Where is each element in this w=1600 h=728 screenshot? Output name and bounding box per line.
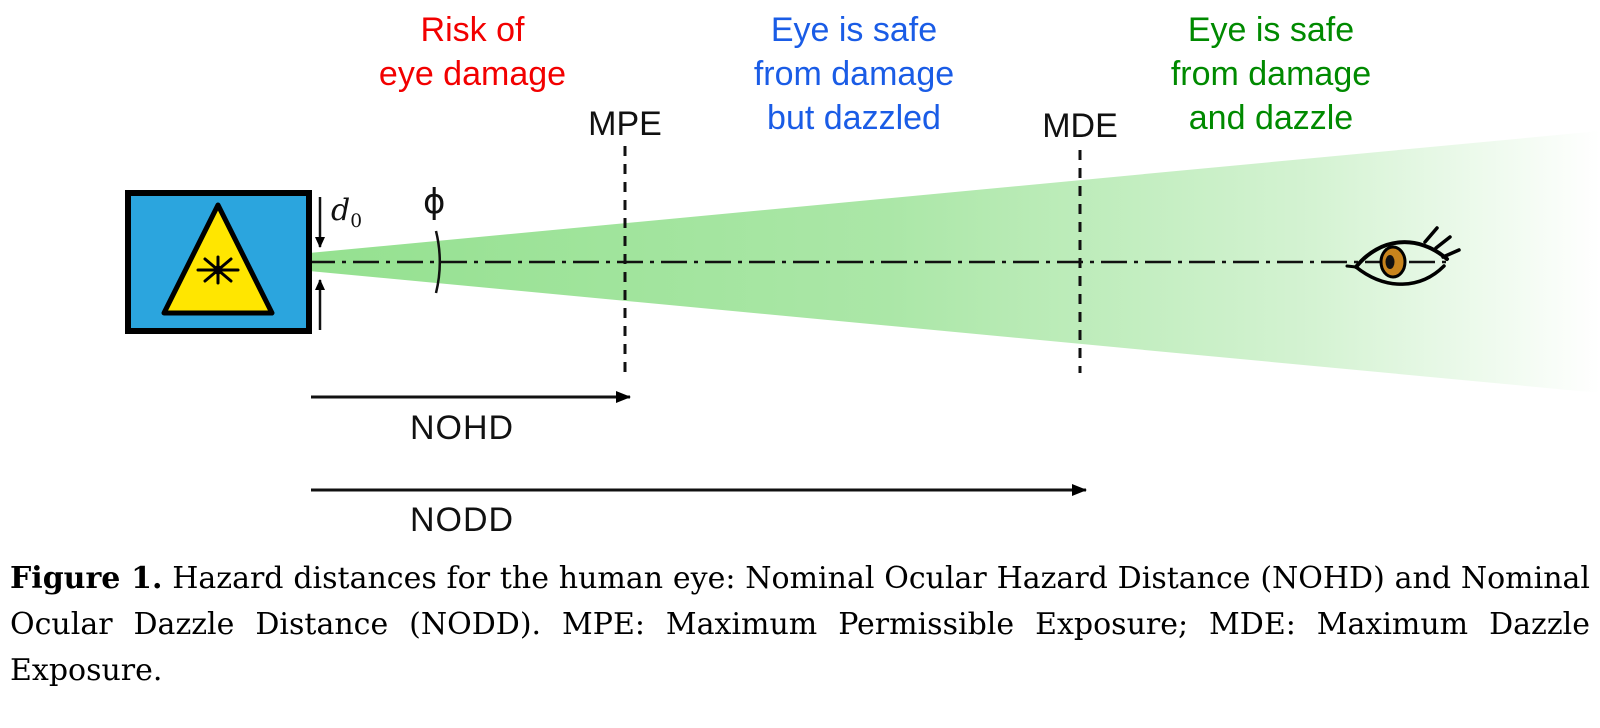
nohd-label: NOHD bbox=[410, 409, 515, 447]
figure-caption-text: Hazard distances for the human eye: Nomi… bbox=[10, 561, 1590, 688]
laser-starburst-icon bbox=[196, 255, 240, 285]
aperture-subscript: 0 bbox=[350, 211, 363, 232]
mde-label: MDE bbox=[1042, 107, 1118, 145]
divergence-angle-arc bbox=[434, 230, 441, 294]
nodd-label: NODD bbox=[410, 501, 515, 539]
zone-label-dazzled: Eye is safe from damage but dazzled bbox=[753, 11, 955, 137]
divergence-angle-label: ϕ bbox=[423, 182, 446, 222]
figure-caption: Figure 1. Hazard distances for the human… bbox=[10, 556, 1590, 694]
aperture-letter: d bbox=[331, 193, 351, 228]
laser-beam bbox=[309, 131, 1600, 393]
eye-icon bbox=[1345, 226, 1461, 286]
mpe-label: MPE bbox=[588, 105, 662, 143]
figure-caption-label: Figure 1. bbox=[10, 561, 163, 596]
zone-label-safe: Eye is safe from damage and dazzle bbox=[1170, 11, 1372, 137]
laser-warning-icon bbox=[125, 190, 312, 334]
aperture-diameter-label: d0 bbox=[331, 194, 362, 239]
hazard-diagram-canvas bbox=[125, 131, 1600, 496]
zone-label-risk: Risk of eye damage bbox=[378, 11, 567, 93]
